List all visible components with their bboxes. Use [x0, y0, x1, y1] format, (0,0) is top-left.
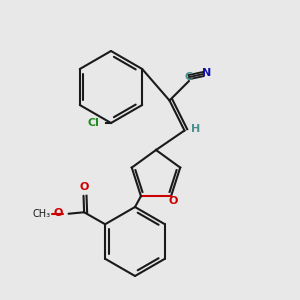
Text: H: H	[191, 124, 200, 134]
Text: O: O	[80, 182, 89, 192]
Text: CH₃: CH₃	[32, 209, 50, 219]
Text: O: O	[169, 196, 178, 206]
Text: O: O	[54, 208, 63, 218]
Text: C: C	[185, 72, 193, 82]
Text: N: N	[202, 68, 211, 78]
Text: Cl: Cl	[87, 118, 99, 128]
